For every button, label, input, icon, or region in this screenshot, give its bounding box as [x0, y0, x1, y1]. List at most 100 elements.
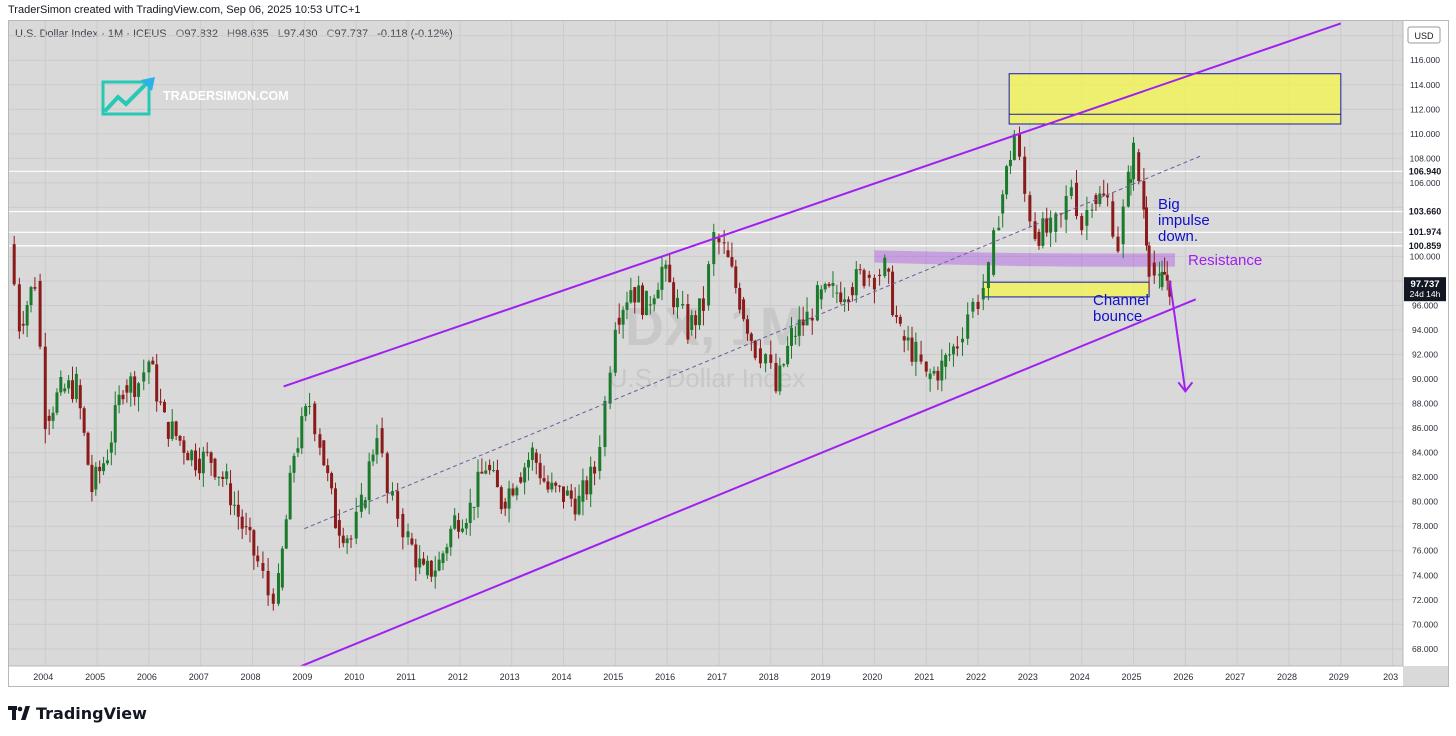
candle-body	[1012, 134, 1016, 160]
candle-body	[1147, 245, 1151, 277]
symbol-name: U.S. Dollar Index · 1M · ICEUS	[15, 28, 167, 40]
time-tick-label: 2027	[1225, 672, 1245, 682]
candle-body	[425, 560, 429, 576]
candle-body	[166, 421, 170, 439]
candle-body	[589, 466, 593, 495]
candle-body	[613, 329, 617, 373]
candle-body	[1008, 159, 1012, 167]
candle-body	[786, 345, 790, 365]
candle-body	[142, 372, 146, 382]
candle-body	[159, 401, 163, 403]
candle-body	[1163, 271, 1167, 275]
candle-body	[59, 377, 63, 393]
horizontal-price-lines	[9, 170, 1403, 247]
candle-body	[593, 466, 597, 474]
open-label: O	[175, 28, 185, 40]
candle-body	[507, 488, 511, 509]
candle-body	[1064, 195, 1068, 220]
candle-body	[1054, 213, 1058, 232]
candle-body	[894, 315, 898, 317]
candle-body	[940, 360, 944, 381]
candle-body	[441, 553, 445, 563]
candle-body	[261, 562, 265, 571]
candle-body	[117, 394, 121, 406]
candle-body	[1102, 193, 1106, 196]
current-price-tag-bg	[1404, 277, 1446, 302]
candle-body	[1037, 231, 1041, 246]
candle-body	[538, 462, 542, 479]
price-label-bg	[1404, 238, 1446, 253]
candle-body	[225, 471, 229, 479]
impulse-line-1: Big	[1158, 196, 1180, 213]
price-label-bg	[1404, 225, 1446, 240]
candle-body	[21, 323, 25, 326]
candle-body	[919, 354, 923, 362]
candle-body	[867, 274, 871, 278]
price-tick-label: 90.000	[1412, 374, 1438, 384]
candle-body	[129, 376, 133, 393]
time-tick-label: 2004	[33, 672, 53, 682]
candle-body	[656, 289, 660, 299]
candle-body	[641, 285, 645, 316]
candle-body	[414, 544, 418, 568]
candle-body	[433, 570, 437, 577]
candle-body	[333, 488, 337, 529]
candle-body	[229, 483, 233, 506]
impulse-line-3: down.	[1158, 228, 1198, 245]
time-axis[interactable]: 2004 2005 2006 2007 2008 2009 2010 2011 2012 2013…	[33, 672, 1398, 682]
candle-body	[1144, 207, 1148, 246]
time-tick-label: 2020	[862, 672, 882, 682]
candle-body	[872, 277, 876, 290]
symbol-info-line: U.S. Dollar Index · 1M · ICEUS O97.832 H…	[15, 28, 459, 40]
candle-body	[1165, 274, 1169, 281]
candle-body	[429, 560, 433, 577]
channel-line-2: bounce	[1093, 308, 1142, 325]
change-value: -0.118 (-0.12%)	[377, 28, 453, 40]
candle-body	[280, 548, 284, 588]
candle-body	[565, 490, 569, 496]
currency-badge[interactable]	[1407, 26, 1441, 44]
candle-body	[256, 555, 260, 562]
price-label-text: 101.974	[1409, 227, 1442, 237]
channel-mid-line	[304, 155, 1202, 530]
low-value: 97.430	[283, 28, 318, 40]
candle-body	[209, 452, 213, 463]
candle-body	[248, 526, 252, 531]
candle-body	[961, 338, 965, 343]
candle-body	[774, 362, 778, 392]
candle-body	[94, 466, 98, 490]
candle-body	[349, 538, 353, 540]
chart-panel[interactable]: U.S. Dollar Index · 1M · ICEUS O97.832 H…	[8, 20, 1449, 687]
candle-body	[213, 458, 217, 478]
candle-body	[1132, 142, 1136, 180]
candle-body	[515, 487, 519, 496]
logo-icon-box	[101, 80, 151, 116]
candle-body	[730, 257, 734, 267]
candle-body	[121, 394, 125, 400]
candle-body	[186, 452, 190, 461]
candle-body	[67, 380, 71, 389]
candle-body	[1080, 216, 1084, 231]
candle-body	[1142, 181, 1146, 210]
candle-body	[854, 269, 858, 296]
candle-body	[902, 336, 906, 341]
candle-body	[1049, 217, 1053, 233]
candle-body	[495, 470, 499, 488]
channel-lower-line	[283, 298, 1197, 675]
candle-body	[266, 570, 270, 596]
time-tick-label: 2011	[396, 672, 415, 682]
price-tick-label: 110.000	[1410, 129, 1440, 139]
candle-body	[337, 520, 341, 536]
candle-body	[805, 311, 809, 326]
candle-body	[1168, 280, 1172, 297]
candle-body	[745, 319, 749, 334]
candle-body	[546, 481, 550, 490]
candle-body	[90, 464, 94, 493]
current-price-countdown: 24d 14h	[1410, 289, 1441, 299]
candle-body	[782, 364, 786, 366]
current-price-tag: 97.737 24d 14h	[1404, 277, 1446, 302]
tradingview-logo[interactable]: TradingView	[8, 702, 147, 724]
price-tick-label: 94.000	[1412, 325, 1438, 335]
candle-body	[217, 476, 221, 478]
